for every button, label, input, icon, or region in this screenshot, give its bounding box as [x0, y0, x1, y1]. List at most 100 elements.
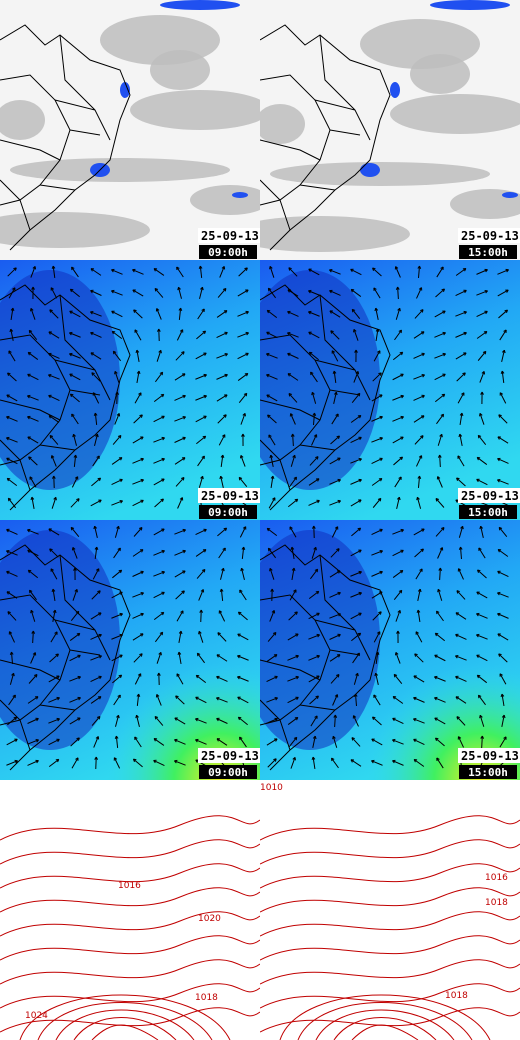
wind-arrow-head — [371, 738, 375, 742]
wind-arrow-head — [93, 412, 98, 417]
isobar — [0, 935, 260, 961]
wind-arrow — [498, 653, 508, 663]
wind-arrow-head — [90, 268, 95, 272]
cloud — [390, 94, 520, 134]
wind-arrow-head — [267, 547, 272, 552]
wind-arrow-head — [413, 675, 417, 679]
wind-arrow-head — [198, 630, 202, 635]
wind-arrow — [456, 590, 466, 600]
wind-arrow-head — [396, 630, 400, 634]
country-border — [260, 334, 331, 466]
wind-arrow — [476, 331, 488, 339]
wind-arrow-head — [463, 310, 467, 315]
wind-arrow-head — [242, 526, 247, 530]
wind-arrow — [435, 527, 445, 537]
wind-arrow-head — [358, 549, 362, 553]
wind-arrow — [308, 500, 320, 506]
wind-arrow-head — [195, 696, 199, 701]
wind-arrow — [434, 717, 446, 725]
wind-arrow — [132, 499, 144, 507]
wind-arrow-head — [216, 654, 220, 658]
wind-arrow — [240, 413, 246, 425]
wind-arrow — [329, 570, 341, 578]
wind-arrow — [94, 526, 98, 538]
wind-arrow-head — [480, 735, 485, 739]
wind-arrow — [288, 611, 298, 621]
wind-arrow-head — [455, 612, 460, 616]
wind-arrow-head — [417, 475, 422, 479]
wind-arrow-head — [90, 289, 94, 294]
wind-arrow-head — [29, 476, 33, 480]
wind-arrow-head — [27, 528, 31, 533]
wind-arrow-head — [313, 546, 317, 551]
wind-arrow-head — [268, 434, 272, 438]
wind-arrow — [111, 478, 123, 486]
wind-arrow — [177, 497, 183, 509]
wind-arrow-head — [394, 266, 399, 270]
wind-arrow — [353, 673, 359, 685]
wind-arrow — [111, 634, 123, 640]
wind-arrow-head — [266, 373, 270, 378]
wind-arrow — [395, 652, 401, 664]
wind-arrow — [48, 374, 60, 380]
wind-arrow — [372, 498, 382, 508]
wind-arrow-head — [442, 310, 446, 314]
wind-arrow — [269, 610, 275, 622]
wind-arrow — [176, 610, 184, 622]
date-label: 25-09-13 — [461, 749, 519, 763]
wind-arrow-head — [440, 266, 444, 270]
wind-arrow — [288, 393, 298, 403]
wind-arrow-head — [400, 394, 404, 399]
wind-arrow — [332, 736, 338, 748]
wind-arrow-head — [223, 414, 227, 418]
wind-arrow-head — [434, 675, 438, 680]
wind-arrow-head — [6, 477, 11, 482]
map-panel: 1016 1020 1018 1024 — [0, 780, 260, 1040]
map-panel: 25-09-13 15:00h — [260, 520, 520, 780]
wind-arrow — [435, 288, 445, 298]
wind-arrow — [392, 696, 404, 704]
wind-arrow-head — [154, 287, 159, 292]
wind-arrow — [498, 414, 508, 424]
wind-arrow-head — [161, 415, 165, 420]
wind-arrow — [394, 476, 402, 488]
wind-arrow-head — [111, 289, 115, 294]
wind-arrow-head — [50, 455, 55, 459]
wind-arrow-head — [71, 266, 75, 271]
wind-arrow-head — [375, 651, 380, 656]
wind-arrow — [353, 329, 359, 341]
wind-arrow — [134, 736, 142, 748]
wind-arrow-head — [140, 457, 144, 462]
wind-arrow-head — [49, 548, 53, 552]
wind-arrow — [237, 373, 249, 381]
wind-arrow — [72, 547, 78, 559]
wind-arrow-head — [311, 756, 316, 761]
wind-arrow — [416, 497, 422, 509]
wind-arrow-head — [500, 693, 505, 698]
wind-arrow-head — [224, 352, 228, 357]
wind-arrow-head — [421, 528, 425, 532]
wind-arrow-head — [112, 350, 117, 355]
wind-arrow — [217, 414, 227, 424]
wind-arrow-head — [441, 527, 445, 531]
wind-arrow-head — [266, 309, 271, 314]
wind-arrow-head — [239, 736, 243, 741]
wind-arrow-head — [455, 696, 460, 700]
wind-arrow-head — [7, 372, 11, 376]
wind-arrow — [28, 456, 38, 466]
map-panel: 25-09-13 09:00h — [0, 260, 260, 520]
wind-arrow — [31, 497, 35, 509]
wind-arrow-head — [238, 476, 243, 481]
date-box — [458, 748, 520, 763]
wind-arrow — [455, 311, 467, 317]
country-border — [0, 24, 131, 251]
wind-arrow — [393, 456, 403, 466]
wind-arrow — [455, 268, 467, 276]
wind-arrow-head — [97, 696, 102, 700]
wind-arrow — [27, 436, 39, 444]
wind-arrow — [176, 673, 184, 685]
isobar — [297, 1002, 473, 1040]
wind-arrow — [73, 454, 77, 468]
wind-arrow-head — [458, 546, 463, 550]
wind-arrow — [267, 414, 277, 424]
